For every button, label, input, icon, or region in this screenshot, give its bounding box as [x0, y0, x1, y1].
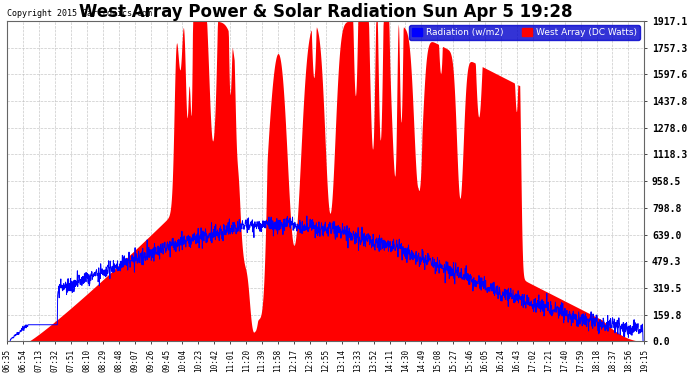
Text: Copyright 2015 Cartronics.com: Copyright 2015 Cartronics.com: [8, 9, 152, 18]
Legend: Radiation (w/m2), West Array (DC Watts): Radiation (w/m2), West Array (DC Watts): [409, 26, 640, 40]
Title: West Array Power & Solar Radiation Sun Apr 5 19:28: West Array Power & Solar Radiation Sun A…: [79, 3, 573, 21]
